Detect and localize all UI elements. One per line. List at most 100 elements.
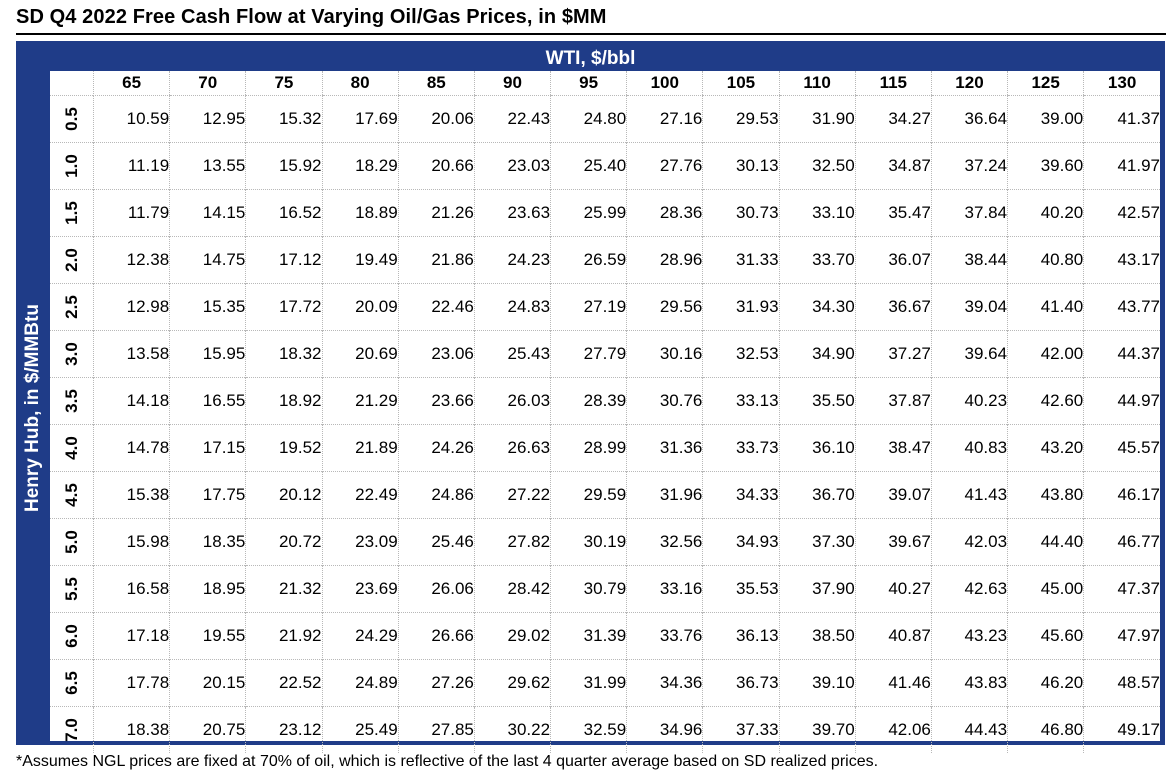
table-row: 4.0 14.78 17.15 19.52 21.89 24.26 26.63 28.99 31… <box>50 424 1160 472</box>
henry-hub-tick-label: 1.0 <box>61 154 81 178</box>
fcf-value-cell: 15.98 <box>92 518 170 566</box>
fcf-value-cell: 38.44 <box>930 236 1008 284</box>
henry-hub-tick-label: 2.5 <box>61 295 81 319</box>
fcf-value-cell: 23.12 <box>245 706 323 753</box>
fcf-value-cell: 24.26 <box>397 424 475 472</box>
henry-hub-tick-label: 4.0 <box>61 436 81 460</box>
fcf-value-cell: 26.66 <box>397 612 475 660</box>
fcf-value-cell: 28.39 <box>550 377 627 425</box>
wti-axis-header: WTI, $/bbl <box>545 48 636 69</box>
fcf-value-cell: 13.55 <box>169 142 246 190</box>
fcf-value-cell: 41.97 <box>1083 142 1160 190</box>
fcf-value-cell: 27.76 <box>626 142 703 190</box>
fcf-value-cell: 18.92 <box>245 377 323 425</box>
wti-tick-label: 100 <box>626 71 703 96</box>
table-row: 1.0 11.19 13.55 15.92 18.29 20.66 23.03 25.40 27… <box>50 142 1160 190</box>
fcf-value-cell: 30.13 <box>702 142 780 190</box>
henry-hub-tick-label: 6.5 <box>61 671 81 695</box>
fcf-value-cell: 27.79 <box>550 330 627 378</box>
henry-hub-tick-cell: 6.0 <box>50 612 94 660</box>
fcf-value-cell: 15.32 <box>245 95 323 143</box>
fcf-value-cell: 24.89 <box>321 659 399 707</box>
fcf-value-cell: 37.27 <box>854 330 932 378</box>
fcf-value-cell: 44.43 <box>930 706 1008 753</box>
henry-hub-tick-label: 3.0 <box>61 342 81 366</box>
fcf-value-cell: 34.93 <box>702 518 780 566</box>
fcf-value-cell: 25.46 <box>397 518 475 566</box>
fcf-value-cell: 22.52 <box>245 659 323 707</box>
fcf-value-cell: 34.96 <box>626 706 703 753</box>
fcf-value-cell: 40.87 <box>854 612 932 660</box>
fcf-value-cell: 46.17 <box>1083 471 1160 519</box>
fcf-value-cell: 17.72 <box>245 283 323 331</box>
henry-hub-tick-cell: 5.5 <box>50 565 94 613</box>
chart-title: SD Q4 2022 Free Cash Flow at Varying Oil… <box>16 6 607 28</box>
fcf-value-cell: 24.29 <box>321 612 399 660</box>
fcf-value-cell: 23.09 <box>321 518 399 566</box>
fcf-value-cell: 42.60 <box>1007 377 1084 425</box>
henry-hub-tick-cell: 4.5 <box>50 471 94 519</box>
fcf-value-cell: 41.43 <box>930 471 1008 519</box>
fcf-value-cell: 12.95 <box>169 95 246 143</box>
fcf-value-cell: 18.89 <box>321 189 399 237</box>
fcf-value-cell: 26.06 <box>397 565 475 613</box>
fcf-value-cell: 29.56 <box>626 283 703 331</box>
fcf-value-cell: 34.90 <box>778 330 856 378</box>
fcf-value-cell: 31.99 <box>550 659 627 707</box>
fcf-value-cell: 42.03 <box>930 518 1008 566</box>
fcf-value-cell: 35.47 <box>854 189 932 237</box>
title-rule <box>16 33 1166 35</box>
fcf-value-cell: 44.37 <box>1083 330 1160 378</box>
fcf-value-cell: 17.75 <box>169 471 246 519</box>
fcf-value-cell: 43.20 <box>1007 424 1084 472</box>
fcf-value-cell: 34.87 <box>854 142 932 190</box>
fcf-value-cell: 22.46 <box>397 283 475 331</box>
fcf-value-cell: 31.90 <box>778 95 856 143</box>
fcf-value-cell: 24.23 <box>473 236 551 284</box>
fcf-value-cell: 48.57 <box>1083 659 1160 707</box>
fcf-value-cell: 27.85 <box>397 706 475 753</box>
fcf-value-cell: 20.72 <box>245 518 323 566</box>
fcf-value-cell: 17.78 <box>92 659 170 707</box>
henry-hub-axis-label: Henry Hub, in $/MMBtu <box>22 304 43 512</box>
wti-tick-label: 90 <box>473 71 551 96</box>
fcf-value-cell: 23.66 <box>397 377 475 425</box>
fcf-value-cell: 41.46 <box>854 659 932 707</box>
fcf-value-cell: 15.38 <box>92 471 170 519</box>
grid-area: 65 70 75 80 85 90 95 100 105 110 115 120 125 130 0.5 1… <box>50 71 1160 753</box>
fcf-value-cell: 33.70 <box>778 236 856 284</box>
wti-tick-label: 65 <box>92 71 170 96</box>
table-row: 5.5 16.58 18.95 21.32 23.69 26.06 28.42 30.79 33… <box>50 565 1160 613</box>
wti-tick-label: 95 <box>550 71 627 96</box>
fcf-value-cell: 45.60 <box>1007 612 1084 660</box>
fcf-value-cell: 39.10 <box>778 659 856 707</box>
fcf-value-cell: 39.60 <box>1007 142 1084 190</box>
fcf-value-cell: 10.59 <box>92 95 170 143</box>
fcf-value-cell: 44.40 <box>1007 518 1084 566</box>
fcf-value-cell: 35.53 <box>702 565 780 613</box>
fcf-value-cell: 32.53 <box>702 330 780 378</box>
fcf-value-cell: 21.26 <box>397 189 475 237</box>
fcf-value-cell: 28.36 <box>626 189 703 237</box>
fcf-value-cell: 13.58 <box>92 330 170 378</box>
fcf-value-cell: 39.04 <box>930 283 1008 331</box>
fcf-value-cell: 32.59 <box>550 706 627 753</box>
fcf-value-cell: 37.87 <box>854 377 932 425</box>
fcf-value-cell: 17.69 <box>321 95 399 143</box>
henry-hub-tick-cell: 1.5 <box>50 189 94 237</box>
table-row: 2.5 12.98 15.35 17.72 20.09 22.46 24.83 27.19 29… <box>50 283 1160 331</box>
henry-hub-tick-label: 5.0 <box>61 530 81 554</box>
fcf-value-cell: 46.80 <box>1007 706 1084 753</box>
fcf-value-cell: 35.50 <box>778 377 856 425</box>
fcf-value-cell: 18.38 <box>92 706 170 753</box>
fcf-value-cell: 33.13 <box>702 377 780 425</box>
wti-tick-label: 110 <box>778 71 856 96</box>
table-row: 3.5 14.18 16.55 18.92 21.29 23.66 26.03 28.39 30… <box>50 377 1160 425</box>
fcf-value-cell: 31.33 <box>702 236 780 284</box>
fcf-value-cell: 43.23 <box>930 612 1008 660</box>
fcf-value-cell: 34.33 <box>702 471 780 519</box>
fcf-value-cell: 14.15 <box>169 189 246 237</box>
henry-hub-tick-cell: 5.0 <box>50 518 94 566</box>
henry-hub-tick-cell: 0.5 <box>50 95 94 143</box>
fcf-value-cell: 42.00 <box>1007 330 1084 378</box>
